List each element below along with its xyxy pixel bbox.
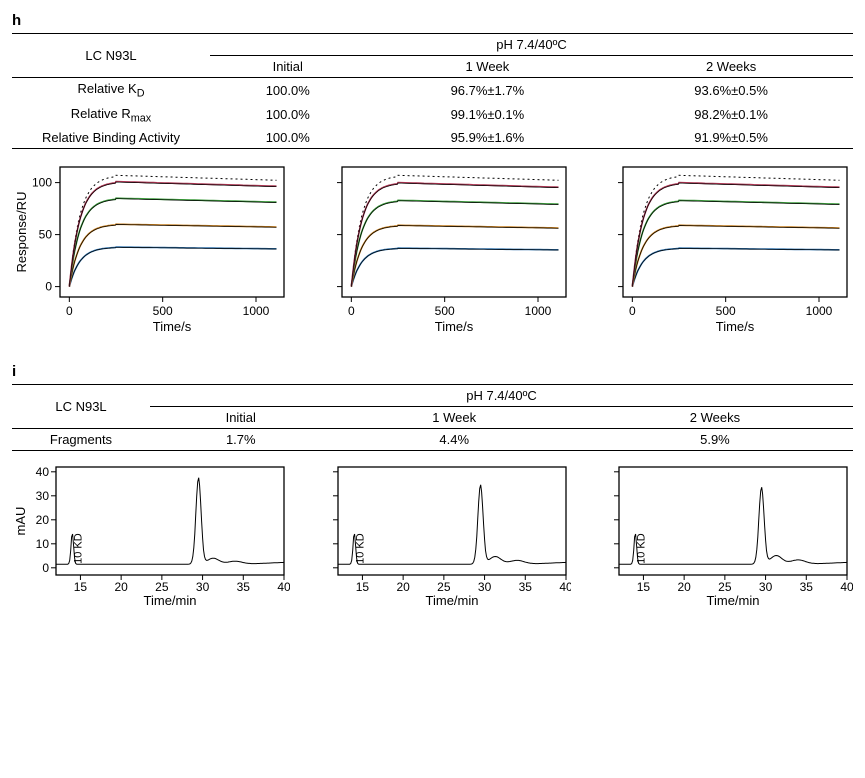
svg-text:30: 30 — [196, 580, 210, 594]
sensorgram-chart: 0 500 1000 Time/s — [575, 157, 853, 337]
panel-h-row2-v0: 100.0% — [210, 127, 366, 149]
panel-h-row2-v2: 91.9%±0.5% — [609, 127, 853, 149]
svg-text:Time/min: Time/min — [425, 593, 478, 608]
panel-i-table: LC N93L pH 7.4/40ºC Initial 1 Week 2 Wee… — [12, 384, 853, 451]
svg-text:35: 35 — [800, 580, 814, 594]
svg-text:Time/min: Time/min — [707, 593, 760, 608]
svg-text:Time/s: Time/s — [434, 319, 473, 334]
svg-text:Time/s: Time/s — [153, 319, 192, 334]
svg-text:15: 15 — [637, 580, 651, 594]
sensorgram-chart: 0 500 1000 Time/s — [294, 157, 572, 337]
panel-h-row1-label: Relative Rmax — [12, 103, 210, 128]
panel-h-col-initial: Initial — [210, 56, 366, 78]
svg-text:0: 0 — [42, 561, 49, 575]
svg-text:30: 30 — [36, 489, 50, 503]
svg-text:25: 25 — [719, 580, 733, 594]
sensorgram-chart: 0 500 1000 0 50 100 Time/s Response/RU — [12, 157, 290, 337]
chromatogram-chart: 15 20 25 30 35 40 Time/min 10 KD — [294, 459, 572, 609]
panel-h-row1-v0: 100.0% — [210, 103, 366, 128]
panel-i-label: i — [12, 363, 853, 380]
panel-h-row2-v1: 95.9%±1.6% — [366, 127, 610, 149]
panel-h-row0-v2: 93.6%±0.5% — [609, 78, 853, 103]
svg-text:0: 0 — [629, 304, 636, 318]
svg-text:Time/min: Time/min — [144, 593, 197, 608]
svg-text:mAU: mAU — [13, 507, 28, 536]
svg-text:35: 35 — [518, 580, 532, 594]
svg-text:30: 30 — [478, 580, 492, 594]
svg-text:1000: 1000 — [806, 304, 833, 318]
panel-i-v0: 1.7% — [150, 429, 332, 451]
panel-h-row0-label: Relative KD — [12, 78, 210, 103]
svg-text:0: 0 — [45, 280, 52, 294]
svg-text:35: 35 — [237, 580, 251, 594]
svg-text:1000: 1000 — [243, 304, 270, 318]
chromatogram-chart: 15 20 25 30 35 40 0 10 20 30 40 Time/min mAU 10 KD — [12, 459, 290, 609]
svg-text:40: 40 — [841, 580, 853, 594]
marker-label: 10 KD — [636, 533, 648, 564]
svg-text:20: 20 — [396, 580, 410, 594]
svg-text:40: 40 — [277, 580, 289, 594]
panel-h-row0-v0: 100.0% — [210, 78, 366, 103]
svg-text:0: 0 — [66, 304, 73, 318]
svg-text:15: 15 — [74, 580, 88, 594]
marker-label: 10 KD — [354, 533, 366, 564]
svg-text:40: 40 — [36, 465, 50, 479]
svg-text:100: 100 — [32, 176, 52, 190]
panel-h-row0-v1: 96.7%±1.7% — [366, 78, 610, 103]
svg-text:25: 25 — [155, 580, 169, 594]
panel-h-row2-label: Relative Binding Activity — [12, 127, 210, 149]
svg-text:0: 0 — [348, 304, 355, 318]
panel-h-sample-label: LC N93L — [12, 34, 210, 78]
chromatogram-chart: 15 20 25 30 35 40 Time/min 10 KD — [575, 459, 853, 609]
svg-text:1000: 1000 — [524, 304, 551, 318]
panel-h-condition-header: pH 7.4/40ºC — [210, 34, 853, 56]
svg-text:500: 500 — [716, 304, 736, 318]
panel-h-col-1week: 1 Week — [366, 56, 610, 78]
panel-i-v2: 5.9% — [577, 429, 853, 451]
svg-text:10: 10 — [36, 537, 50, 551]
panel-i-v1: 4.4% — [332, 429, 577, 451]
panel-i-charts: 15 20 25 30 35 40 0 10 20 30 40 Time/min mAU 10 KD 15 2… — [12, 459, 853, 609]
svg-text:500: 500 — [153, 304, 173, 318]
panel-h-charts: 0 500 1000 0 50 100 Time/s Response/RU 0 500 1000 T… — [12, 157, 853, 337]
panel-h-col-2weeks: 2 Weeks — [609, 56, 853, 78]
panel-i-row-label: Fragments — [12, 429, 150, 451]
panel-h-table: LC N93L pH 7.4/40ºC Initial 1 Week 2 Wee… — [12, 33, 853, 149]
svg-text:40: 40 — [559, 580, 571, 594]
svg-text:Response/RU: Response/RU — [14, 192, 29, 273]
marker-label: 10 KD — [72, 533, 84, 564]
panel-i-col-initial: Initial — [150, 407, 332, 429]
svg-text:25: 25 — [437, 580, 451, 594]
panel-i-condition-header: pH 7.4/40ºC — [150, 385, 853, 407]
svg-text:Time/s: Time/s — [716, 319, 755, 334]
panel-i-col-1week: 1 Week — [332, 407, 577, 429]
svg-text:15: 15 — [355, 580, 369, 594]
svg-text:20: 20 — [678, 580, 692, 594]
panel-h-label: h — [12, 12, 853, 29]
svg-text:30: 30 — [759, 580, 773, 594]
svg-text:20: 20 — [36, 513, 50, 527]
panel-i-col-2weeks: 2 Weeks — [577, 407, 853, 429]
svg-text:500: 500 — [434, 304, 454, 318]
panel-i-sample-label: LC N93L — [12, 385, 150, 429]
panel-h-row1-v1: 99.1%±0.1% — [366, 103, 610, 128]
svg-text:50: 50 — [39, 228, 53, 242]
svg-text:20: 20 — [114, 580, 128, 594]
panel-h-row1-v2: 98.2%±0.1% — [609, 103, 853, 128]
